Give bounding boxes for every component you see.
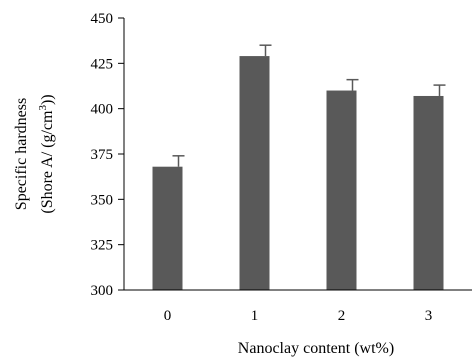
y-axis-title-unit-suffix: )) xyxy=(39,94,56,105)
bar xyxy=(239,56,270,290)
x-tick-label: 0 xyxy=(164,308,172,324)
y-axis-title-line2: (Shore A/ (g/cm3)) xyxy=(37,94,56,213)
bar xyxy=(326,90,357,291)
y-tick-label: 325 xyxy=(91,238,114,254)
y-tick-label: 375 xyxy=(91,147,114,163)
x-tick-label: 3 xyxy=(425,308,433,324)
bar xyxy=(413,95,444,291)
x-axis-title: Nanoclay content (wt%) xyxy=(238,340,394,357)
error-bars xyxy=(172,44,446,167)
y-tick-label: 425 xyxy=(91,56,114,72)
y-tick-label: 300 xyxy=(91,283,114,299)
axes xyxy=(123,18,472,291)
y-axis-title-unit-sup: 3 xyxy=(37,105,49,111)
y-tick-label: 350 xyxy=(91,192,114,208)
x-tick-label: 1 xyxy=(251,308,259,324)
y-axis-title-line1: Specific hardness xyxy=(13,98,30,210)
y-axis-title-unit-prefix: (Shore A/ (g/cm xyxy=(39,110,56,214)
y-tick-label: 400 xyxy=(91,102,114,118)
bars xyxy=(152,56,444,291)
y-axis-ticks: 300 325 350 375 400 425 450 xyxy=(91,11,124,299)
bar xyxy=(152,166,183,290)
y-tick-label: 450 xyxy=(91,11,114,27)
x-tick-label: 2 xyxy=(338,308,346,324)
x-axis-ticks: 0 1 2 3 xyxy=(164,308,433,324)
y-axis-title: Specific hardness (Shore A/ (g/cm3)) xyxy=(13,94,56,213)
